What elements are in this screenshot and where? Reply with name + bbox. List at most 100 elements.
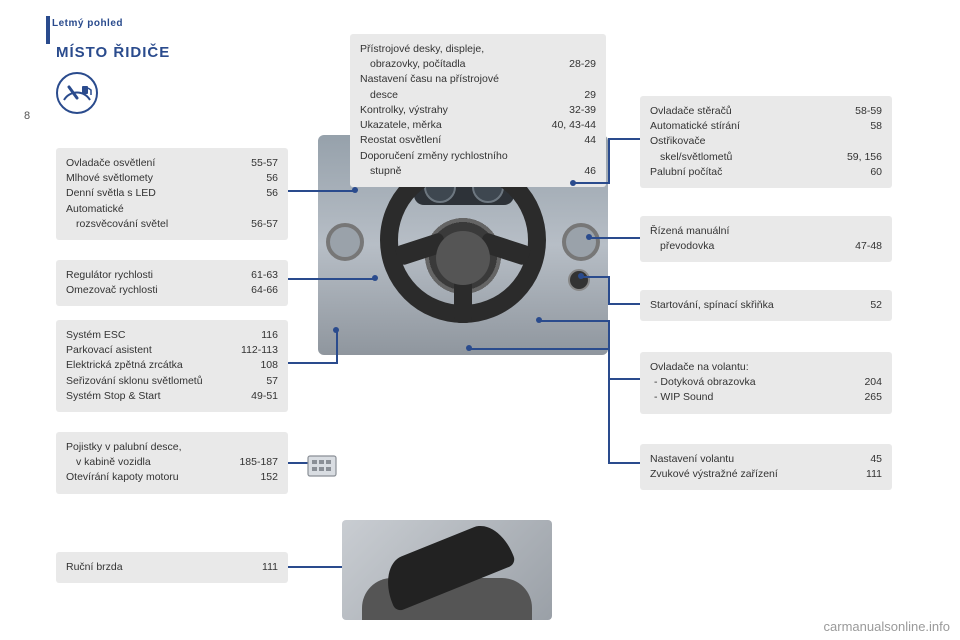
callout-page-ref: 28-29: [543, 57, 596, 72]
callout-page-ref: 204: [850, 375, 882, 390]
callout-label: Mlhové světlomety: [66, 171, 236, 186]
callout-label: rozsvěcování světel: [66, 217, 236, 232]
callout-page-ref: 58: [820, 119, 882, 134]
callout-page-ref: 57: [234, 374, 278, 389]
callout-instruments: Přístrojové desky, displeje,obrazovky, p…: [350, 34, 606, 187]
callout-label: Ovladače stěračů: [650, 104, 820, 119]
leader-dot: [333, 327, 339, 333]
page-number: 8: [24, 110, 30, 122]
callout-label: desce: [360, 88, 543, 103]
leader-dot: [466, 345, 472, 351]
callout-label: Otevírání kapoty motoru: [66, 470, 227, 485]
callout-page-ref: 56: [236, 186, 278, 201]
callout-page-ref: 111: [857, 467, 882, 482]
watermark: carmanualsonline.info: [824, 619, 950, 634]
leader-line: [608, 378, 640, 380]
callout-page-ref: 29: [543, 88, 596, 103]
callout-label: Omezovač rychlosti: [66, 283, 232, 298]
callout-label: Startování, spínací skřiňka: [650, 298, 863, 313]
callout-esc: Systém ESC116Parkovací asistent112-113El…: [56, 320, 288, 412]
callout-page-ref: 44: [543, 133, 596, 148]
callout-label: Palubní počítač: [650, 165, 820, 180]
callout-label: Automatické: [66, 202, 236, 217]
callout-page-ref: 152: [227, 470, 278, 485]
callout-page-ref: 40, 43-44: [543, 118, 596, 133]
leader-line: [608, 237, 640, 239]
callout-label: Seřizování sklonu světlometů: [66, 374, 234, 389]
callout-label: Ostřikovače: [650, 134, 820, 149]
callout-label: Kontrolky, výstrahy: [360, 103, 543, 118]
leader-line: [288, 566, 344, 568]
callout-label: Přístrojové desky, displeje,: [360, 42, 543, 57]
callout-page-ref: [227, 440, 278, 455]
callout-label: stupně: [360, 164, 543, 179]
section-tab: Letmý pohled: [52, 18, 123, 29]
callout-page-ref: 59, 156: [820, 150, 882, 165]
callout-page-ref: [543, 149, 596, 164]
callout-page-ref: 112-113: [234, 343, 278, 358]
callout-label: - Dotyková obrazovka: [650, 375, 850, 390]
callout-page-ref: 55-57: [236, 156, 278, 171]
leader-line: [608, 303, 640, 305]
leader-dot: [352, 187, 358, 193]
callout-page-ref: [543, 72, 596, 87]
callout-label: Reostat osvětlení: [360, 133, 543, 148]
leader-dot: [536, 317, 542, 323]
callout-label: Ruční brzda: [66, 560, 235, 575]
callout-label: Zvukové výstražné zařízení: [650, 467, 857, 482]
callout-page-ref: [543, 42, 596, 57]
fusebox-icon: [307, 452, 337, 478]
callout-wipers: Ovladače stěračů58-59Automatické stírání…: [640, 96, 892, 188]
callout-label: v kabině vozidla: [66, 455, 227, 470]
leader-line: [608, 348, 610, 464]
callout-page-ref: [850, 360, 882, 375]
callout-cruise: Regulátor rychlosti61-63Omezovač rychlos…: [56, 260, 288, 306]
leader-line: [470, 348, 610, 350]
leader-dot: [372, 275, 378, 281]
callout-label: Denní světla s LED: [66, 186, 236, 201]
callout-fuses: Pojistky v palubní desce,v kabině vozidl…: [56, 432, 288, 494]
callout-page-ref: 61-63: [232, 268, 278, 283]
callout-page-ref: 185-187: [227, 455, 278, 470]
callout-label: Automatické stírání: [650, 119, 820, 134]
callout-label: Parkovací asistent: [66, 343, 234, 358]
page-title: MÍSTO ŘIDIČE: [56, 44, 170, 61]
callout-page-ref: 52: [863, 298, 882, 313]
callout-handbrake: Ruční brzda111: [56, 552, 288, 583]
callout-label: Ukazatele, měrka: [360, 118, 543, 133]
leader-line: [573, 182, 610, 184]
leader-line: [582, 276, 610, 278]
callout-label: Pojistky v palubní desce,: [66, 440, 227, 455]
callout-label: Systém ESC: [66, 328, 234, 343]
callout-page-ref: 56: [236, 171, 278, 186]
callout-label: Ovladače na volantu:: [650, 360, 850, 375]
leader-line: [288, 462, 308, 464]
callout-label: Regulátor rychlosti: [66, 268, 232, 283]
callout-label: Doporučení změny rychlostního: [360, 149, 543, 164]
fuel-gauge-icon: [56, 72, 98, 114]
callout-page-ref: 108: [234, 358, 278, 373]
callout-page-ref: 64-66: [232, 283, 278, 298]
leader-line: [288, 362, 338, 364]
leader-dot: [578, 273, 584, 279]
callout-label: Nastavení času na přístrojové: [360, 72, 543, 87]
callout-label: Elektrická zpětná zrcátka: [66, 358, 234, 373]
leader-line: [336, 330, 338, 364]
leader-line: [288, 278, 374, 280]
callout-label: skel/světlometů: [650, 150, 820, 165]
callout-label: Ovladače osvětlení: [66, 156, 236, 171]
leader-line: [540, 320, 610, 322]
callout-page-ref: 46: [543, 164, 596, 179]
callout-label: Nastavení volantu: [650, 452, 857, 467]
handbrake-image: [342, 520, 552, 620]
callout-page-ref: 116: [234, 328, 278, 343]
callout-label: - WIP Sound: [650, 390, 850, 405]
callout-page-ref: [826, 224, 882, 239]
callout-page-ref: 265: [850, 390, 882, 405]
leader-line: [288, 190, 354, 192]
leader-line: [608, 138, 610, 182]
callout-page-ref: 45: [857, 452, 882, 467]
callout-page-ref: [820, 134, 882, 149]
callout-page-ref: 60: [820, 165, 882, 180]
leader-line: [590, 237, 610, 239]
